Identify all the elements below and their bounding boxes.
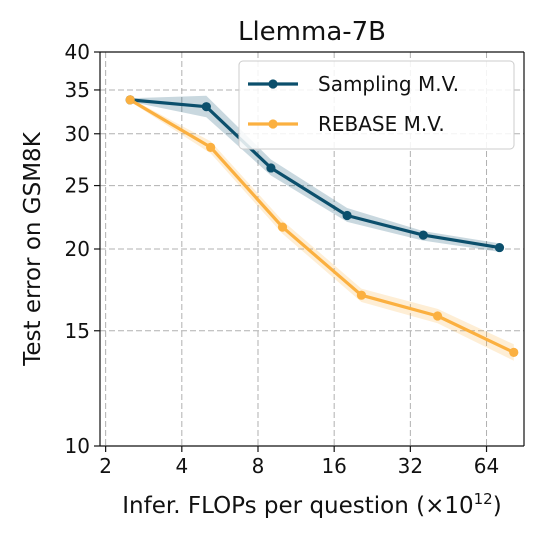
sampling-m-v-point [201,102,211,112]
x-axis-label-main: Infer. FLOPs per question (×10 [122,493,473,519]
legend-marker-sampling-m-v [268,79,278,89]
x-axis-label-exponent: 12 [474,490,493,508]
sampling-m-v-line [130,98,500,250]
y-tick-label: 35 [65,78,90,102]
sampling-m-v-point [494,242,505,253]
x-tick-label: 2 [99,454,112,478]
y-tick-label: 20 [65,237,90,261]
rebase-m-v-point [509,347,519,358]
rebase-m-v-line [129,98,515,354]
x-tick-label: 64 [474,454,499,478]
sampling-m-v-point [418,230,428,240]
y-tick-label: 15 [65,319,90,343]
x-tick-label: 32 [398,454,423,478]
y-axis-label: Test error on GSM8K [20,131,46,366]
sampling-m-v-point [342,210,352,221]
y-tick-label: 30 [65,122,90,146]
rebase-m-v-point [125,95,135,105]
x-axis-label-suffix: ) [493,493,502,519]
legend-items: Sampling M.V. REBASE M.V. [248,72,459,136]
series-points [125,95,519,358]
x-tick-label: 4 [175,454,188,478]
rebase-m-v-point [277,222,288,232]
x-tick-label: 16 [321,454,346,478]
rebase-m-v-point [206,142,216,152]
y-axis-ticks: 10 15 20 25 30 35 40 [65,40,100,458]
legend-marker-rebase-m-v [268,119,278,129]
sampling-m-v-point [266,163,276,173]
series-lines [129,98,515,354]
chart-title: Llemma-7B [238,17,386,47]
y-tick-label: 40 [65,40,90,64]
x-axis-ticks: 2 4 8 16 32 64 [99,446,499,478]
legend-label-sampling-m-v: Sampling M.V. [318,72,459,96]
y-tick-label: 25 [65,174,90,198]
legend-frame [238,60,515,150]
rebase-m-v-point [432,311,443,321]
rebase-m-v-point [356,290,367,300]
legend: Sampling M.V. REBASE M.V. [238,60,515,150]
x-axis-label: Infer. FLOPs per question (×1012) [122,490,501,519]
legend-label-rebase-m-v: REBASE M.V. [318,112,445,136]
x-tick-label: 8 [252,454,265,478]
y-tick-label: 10 [65,434,90,458]
